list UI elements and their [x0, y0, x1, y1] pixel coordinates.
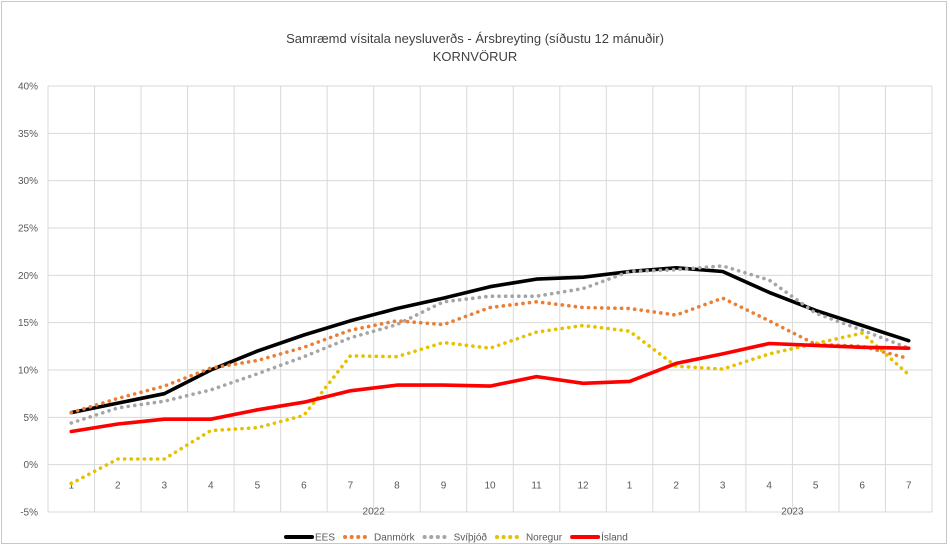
x-tick-label: 6 [859, 481, 865, 492]
x-tick-label: 8 [394, 481, 400, 492]
x-year-label: 2022 [363, 507, 386, 518]
series-line-3 [69, 264, 911, 425]
x-tick-label: 3 [720, 481, 726, 492]
x-tick-label: 7 [348, 481, 354, 492]
y-tick-label: -5% [20, 508, 38, 519]
series-line-5 [69, 341, 911, 434]
legend-label: Svíþjóð [454, 532, 488, 544]
x-tick-label: 10 [484, 481, 496, 492]
x-tick-label: 9 [441, 481, 447, 492]
y-tick-label: 40% [18, 82, 38, 93]
legend-label: Danmörk [374, 533, 416, 544]
x-tick-label: 1 [627, 481, 633, 492]
y-tick-label: 30% [18, 176, 38, 187]
legend: EES Danmörk Svíþjóð Noregur Ísland [284, 531, 628, 544]
y-tick-label: 5% [24, 413, 39, 424]
x-tick-label: 6 [301, 481, 307, 492]
y-tick-label: 15% [18, 318, 38, 329]
y-tick-label: 0% [24, 460, 39, 471]
x-tick-label: 11 [531, 481, 542, 492]
x-tick-label: 4 [208, 481, 214, 492]
legend-label: EES [315, 533, 335, 544]
series-lines [69, 264, 911, 486]
series-line-1 [69, 265, 911, 415]
x-tick-label: 2 [673, 481, 679, 492]
legend-label: Noregur [526, 533, 563, 544]
y-tick-label: 20% [18, 271, 38, 282]
x-year-label: 2023 [781, 507, 804, 518]
x-tick-label: 1 [68, 481, 74, 492]
x-tick-label: 5 [813, 481, 819, 492]
x-tick-label: 12 [577, 481, 589, 492]
gridlines [47, 85, 933, 513]
y-tick-label: 10% [18, 366, 38, 377]
x-tick-label: 7 [906, 481, 912, 492]
series-line-2 [69, 296, 911, 415]
y-axis: -5% 0% 5% 10% 15% 20% 25% 30% 35% 40% [18, 82, 38, 519]
x-tick-label: 5 [255, 481, 261, 492]
chart-title: Samræmd vísitala neysluverðs - Ársbreyti… [286, 31, 664, 46]
series-line-4 [69, 323, 911, 486]
legend-label: Ísland [601, 531, 628, 544]
x-tick-label: 2 [115, 481, 121, 492]
y-tick-label: 25% [18, 224, 38, 235]
x-tick-label: 4 [766, 481, 772, 492]
y-tick-label: 35% [18, 129, 38, 140]
chart-subtitle: KORNVÖRUR [432, 49, 518, 64]
x-tick-label: 3 [162, 481, 168, 492]
